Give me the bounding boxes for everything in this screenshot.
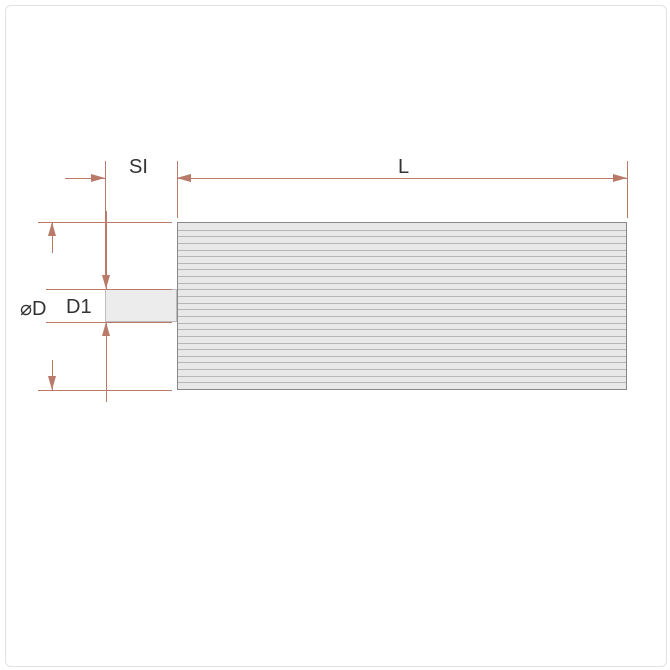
dim-label-si: SI bbox=[129, 156, 148, 179]
barrel-hatching bbox=[178, 223, 626, 389]
dim-label-d1: D1 bbox=[66, 296, 92, 319]
shaft-barrel bbox=[177, 222, 627, 390]
shaft-stub bbox=[105, 289, 177, 322]
diagram-canvas: SI L D1 ⌀D bbox=[0, 0, 670, 670]
dim-label-l: L bbox=[398, 156, 409, 179]
dim-label-d: ⌀D bbox=[20, 296, 46, 321]
